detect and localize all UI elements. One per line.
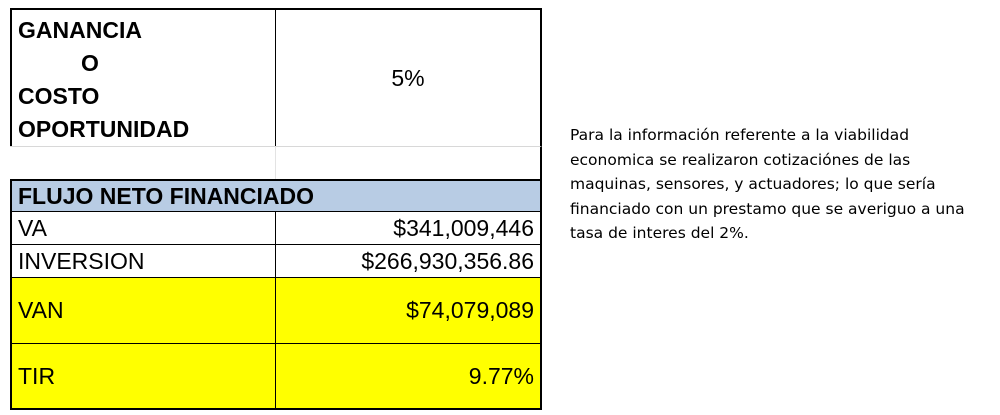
row-value-va: $341,009,446 bbox=[276, 212, 542, 245]
row-label-tir: TIR bbox=[10, 344, 276, 410]
empty-cell bbox=[276, 146, 542, 179]
ganancia-line: COSTO bbox=[18, 83, 100, 109]
row-label-van: VAN bbox=[10, 278, 276, 344]
cell-rate-value: 5% bbox=[276, 8, 542, 146]
row-label-inversion: INVERSION bbox=[10, 245, 276, 278]
row-value-inversion: $266,930,356.86 bbox=[276, 245, 542, 278]
spreadsheet-table: GANANCIA O COSTO OPORTUNIDAD 5% FLUJO NE… bbox=[10, 8, 542, 410]
row-value-van: $74,079,089 bbox=[276, 278, 542, 344]
cell-ganancia-label: GANANCIA O COSTO OPORTUNIDAD bbox=[10, 8, 276, 146]
ganancia-line: O bbox=[81, 50, 99, 76]
section-header: FLUJO NETO FINANCIADO bbox=[10, 179, 542, 212]
ganancia-line: GANANCIA bbox=[18, 17, 142, 43]
explanatory-note: Para la información referente a la viabi… bbox=[570, 126, 965, 242]
row-label-va: VA bbox=[10, 212, 276, 245]
row-value-tir: 9.77% bbox=[276, 344, 542, 410]
empty-cell bbox=[10, 146, 276, 179]
ganancia-line: OPORTUNIDAD bbox=[18, 116, 190, 142]
